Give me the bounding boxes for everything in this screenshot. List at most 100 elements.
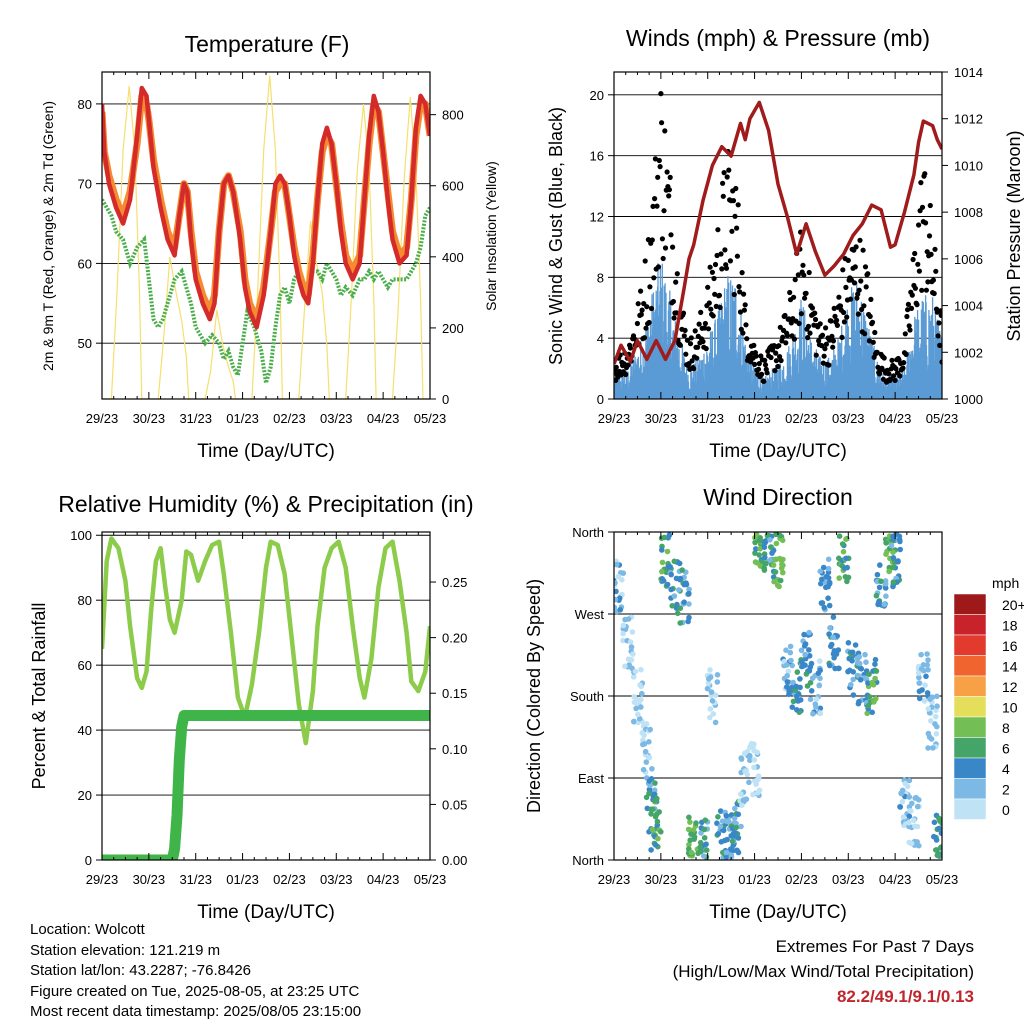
direction-point xyxy=(714,820,720,826)
panel-temperature: Temperature (F) Time (Day/UTC) 29/23 30/23 3… xyxy=(40,31,499,462)
y-tick-label: West xyxy=(575,607,605,622)
x-tick-label: 01/23 xyxy=(226,872,259,887)
direction-point xyxy=(939,820,942,827)
gust-point xyxy=(752,361,758,367)
gust-point xyxy=(656,157,662,164)
direction-point xyxy=(756,552,762,558)
direction-point xyxy=(906,794,913,800)
direction-point xyxy=(793,683,799,690)
gust-point xyxy=(910,256,916,263)
direction-point xyxy=(911,817,917,824)
direction-point xyxy=(617,607,624,613)
temp-2m-line xyxy=(102,85,430,330)
y2-tick-label: 1002 xyxy=(954,345,983,360)
x-tick-label: 03/23 xyxy=(320,411,353,426)
gust-point xyxy=(914,302,920,308)
direction-point xyxy=(931,833,937,840)
direction-point xyxy=(865,702,872,709)
direction-point xyxy=(757,546,763,552)
y2-tick-label: 200 xyxy=(442,321,464,336)
direction-point xyxy=(712,719,719,726)
precipitation-line xyxy=(102,710,430,860)
gust-point xyxy=(658,91,664,97)
panel-winds-pressure: Winds (mph) & Pressure (mb) Time (Day/UTC… xyxy=(546,25,1024,462)
gust-point xyxy=(923,220,929,226)
direction-point xyxy=(843,555,849,562)
direction-point xyxy=(875,601,881,608)
direction-point xyxy=(659,559,666,566)
gust-point xyxy=(791,336,798,342)
direction-point xyxy=(780,562,786,569)
gust-point xyxy=(744,336,750,342)
direction-point xyxy=(686,614,692,621)
direction-point xyxy=(691,834,698,840)
direction-point xyxy=(668,586,674,593)
direction-point xyxy=(876,584,883,591)
direction-point xyxy=(723,849,730,856)
gust-point xyxy=(893,366,899,372)
gust-point xyxy=(820,360,826,366)
legend-swatch xyxy=(953,737,987,759)
y-tick-label: 40 xyxy=(78,723,92,738)
direction-point xyxy=(686,601,692,607)
gust-point xyxy=(698,309,704,315)
gust-point xyxy=(826,362,832,368)
direction-point xyxy=(918,666,925,672)
gust-point xyxy=(716,292,723,298)
legend-swatch xyxy=(953,655,987,677)
gust-point xyxy=(730,198,737,204)
gust-point xyxy=(720,180,726,186)
direction-point xyxy=(636,715,643,722)
x-tick-label: 29/23 xyxy=(598,411,631,426)
direction-cluster xyxy=(685,814,701,859)
direction-point xyxy=(642,748,649,755)
gust-point xyxy=(861,303,867,309)
gust-point xyxy=(647,284,653,290)
direction-point xyxy=(923,673,929,680)
direction-point xyxy=(912,823,918,829)
direction-point xyxy=(850,676,856,683)
direction-point xyxy=(906,777,913,784)
direction-point xyxy=(890,555,897,561)
direction-point xyxy=(661,534,668,541)
direction-point xyxy=(842,574,849,580)
gust-point xyxy=(719,266,725,272)
direction-point xyxy=(668,571,674,578)
direction-point xyxy=(620,630,626,637)
direction-point xyxy=(937,845,942,851)
gust-point xyxy=(889,357,895,363)
x-tick-label: 02/23 xyxy=(785,872,818,887)
direction-point xyxy=(904,783,911,790)
gust-point xyxy=(714,252,720,259)
direction-point xyxy=(795,691,802,697)
y2-tick-label: 0.10 xyxy=(442,742,467,757)
x-tick-label: 31/23 xyxy=(691,411,724,426)
direction-point xyxy=(658,829,664,835)
gust-point xyxy=(924,249,930,255)
y2-tick-label: 600 xyxy=(442,179,464,194)
direction-point xyxy=(614,561,620,568)
direction-point xyxy=(659,568,665,575)
direction-point xyxy=(933,847,939,853)
direction-point xyxy=(649,826,656,833)
direction-point xyxy=(767,537,773,543)
gust-point xyxy=(816,338,822,344)
direction-point xyxy=(819,576,825,583)
direction-point xyxy=(936,815,942,822)
direction-point xyxy=(738,823,744,830)
direction-point xyxy=(671,558,678,565)
direction-point xyxy=(857,677,864,683)
direction-point xyxy=(770,574,777,580)
direction-point xyxy=(723,813,730,819)
latlon-text: Station lat/lon: 43.2287; -76.8426 xyxy=(30,962,252,979)
panel-humidity-precip: Relative Humidity (%) & Precipitation (i… xyxy=(29,491,474,923)
gust-point xyxy=(674,271,680,277)
direction-point xyxy=(773,540,780,547)
direction-point xyxy=(933,731,940,737)
gust-point xyxy=(670,298,677,305)
x-tick-label: 04/23 xyxy=(367,872,400,887)
gust-point xyxy=(862,331,868,337)
direction-point xyxy=(858,666,865,672)
direction-point xyxy=(738,755,744,761)
direction-point xyxy=(840,548,847,555)
